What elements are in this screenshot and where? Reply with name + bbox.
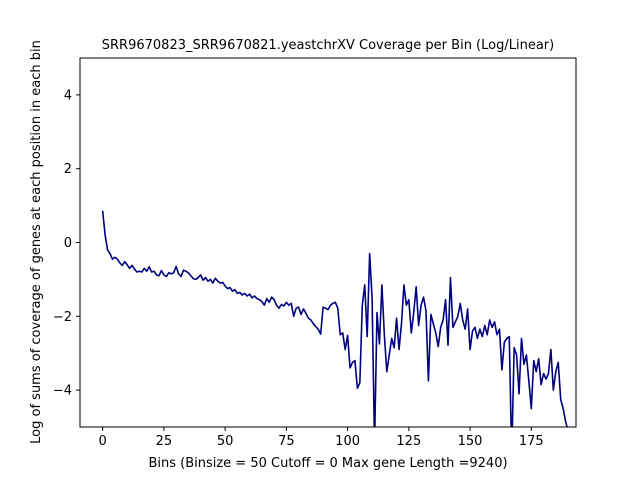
chart-title: SRR9670823_SRR9670821.yeastchrXV Coverag… bbox=[102, 38, 554, 53]
series-layer bbox=[101, 210, 568, 427]
y-tick-label: 2 bbox=[64, 162, 72, 177]
x-axis: 0 25 50 75 100 125 150 175 bbox=[99, 427, 544, 449]
x-tick-label: 50 bbox=[217, 434, 234, 449]
x-tick-label: 125 bbox=[396, 434, 421, 449]
x-tick-label: 0 bbox=[99, 434, 107, 449]
y-tick-label: −4 bbox=[53, 384, 72, 399]
y-tick-label: −2 bbox=[53, 310, 72, 325]
x-tick-label: 25 bbox=[156, 434, 173, 449]
x-tick-label: 175 bbox=[519, 434, 544, 449]
y-tick-label: 0 bbox=[64, 236, 72, 251]
x-tick-label: 150 bbox=[458, 434, 483, 449]
y-axis: −4 −2 0 2 4 bbox=[53, 88, 80, 399]
y-axis-label: Log of sums of coverage of genes at each… bbox=[29, 40, 44, 444]
x-tick-label: 75 bbox=[278, 434, 295, 449]
x-axis-label: Bins (Binsize = 50 Cutoff = 0 Max gene L… bbox=[148, 456, 507, 471]
x-tick-label: 100 bbox=[335, 434, 360, 449]
plot-area bbox=[79, 57, 577, 428]
plot-frame bbox=[79, 57, 577, 428]
series-line-0 bbox=[101, 210, 568, 427]
y-tick-label: 4 bbox=[64, 88, 72, 103]
